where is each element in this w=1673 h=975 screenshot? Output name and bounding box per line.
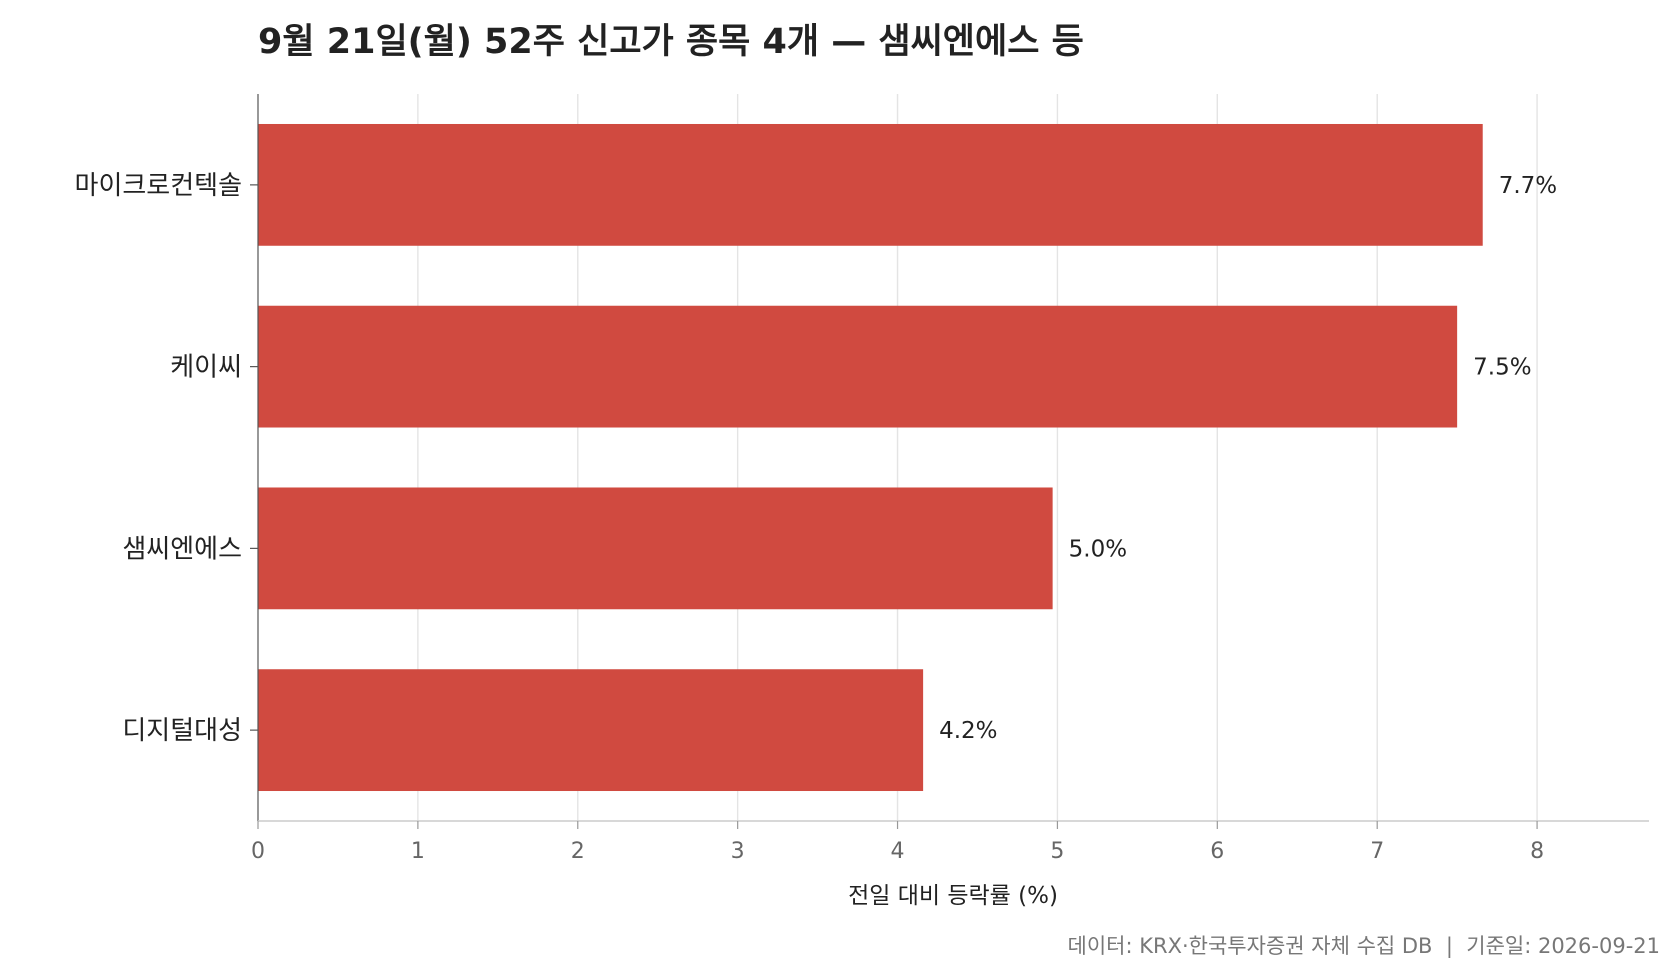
x-tick-label: 0 <box>251 839 265 864</box>
x-tick-label: 1 <box>411 839 425 864</box>
category-label: 마이크로컨텍솔 <box>75 171 242 201</box>
bar <box>258 487 1053 610</box>
x-axis-label: 전일 대비 등락률 (%) <box>848 883 1058 909</box>
category-label: 케이씨 <box>170 353 242 383</box>
chart-title: 9월 21일(월) 52주 신고가 종목 4개 — 샘씨엔에스 등 <box>258 22 1084 62</box>
value-label: 5.0% <box>1069 536 1127 562</box>
bars <box>258 123 1483 792</box>
x-ticks: 0 1 2 3 4 5 6 7 8 <box>251 821 1544 864</box>
category-label: 샘씨엔에스 <box>122 534 242 564</box>
x-tick-label: 4 <box>891 839 905 864</box>
x-tick-label: 5 <box>1050 839 1064 864</box>
x-tick-label: 7 <box>1370 839 1384 864</box>
x-tick-label: 6 <box>1210 839 1224 864</box>
value-label: 7.5% <box>1473 355 1531 381</box>
x-tick-label: 2 <box>571 839 585 864</box>
value-label: 4.2% <box>939 718 997 744</box>
source-note: 데이터: KRX·한국투자증권 자체 수집 DB | 기준일: 2026-09-… <box>1068 934 1660 959</box>
category-label: 디지털대성 <box>122 716 242 746</box>
bar <box>258 305 1458 428</box>
value-label: 7.7% <box>1499 173 1557 199</box>
bar <box>258 123 1483 246</box>
x-tick-label: 3 <box>731 839 745 864</box>
data-labels: 7.7% 7.5% 5.0% 4.2% <box>939 173 1557 744</box>
bar <box>258 669 924 792</box>
x-tick-label: 8 <box>1530 839 1544 864</box>
